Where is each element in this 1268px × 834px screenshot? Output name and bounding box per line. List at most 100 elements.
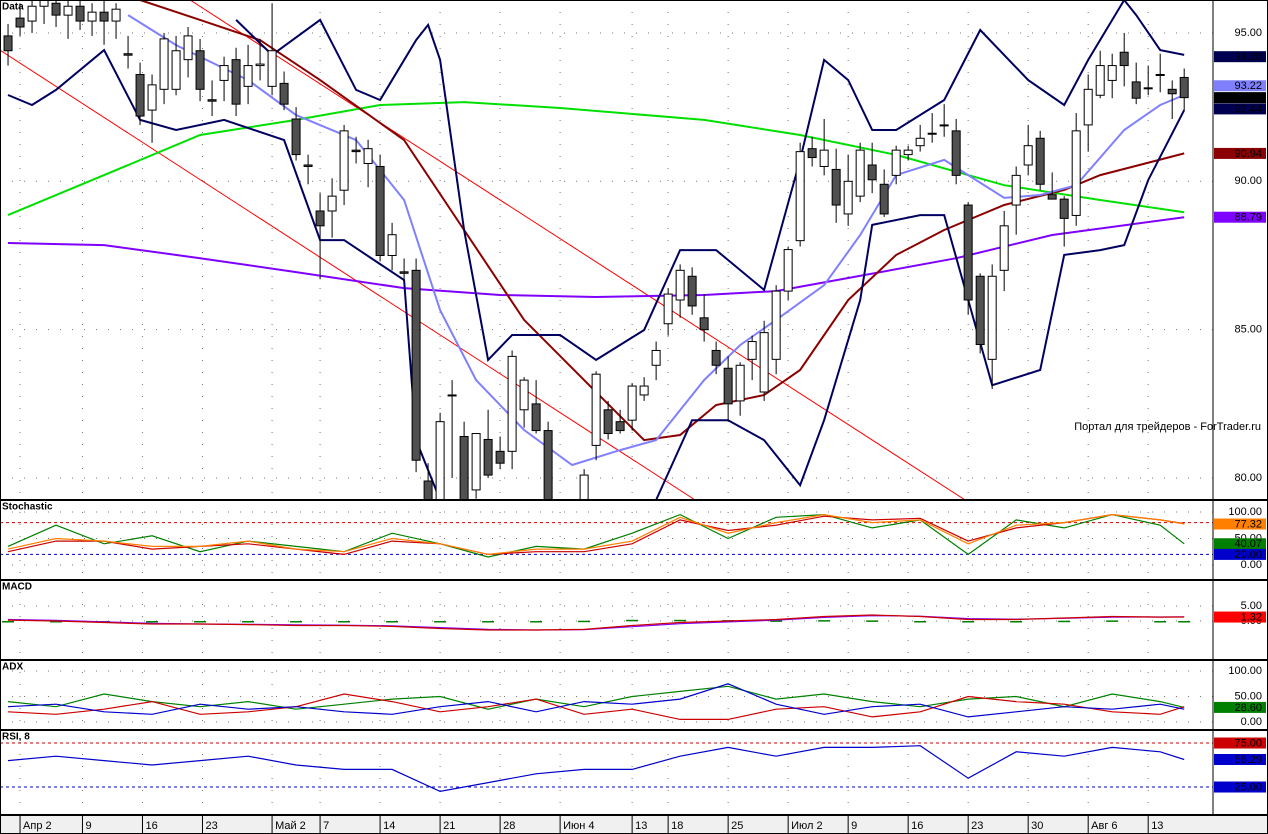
panel	[0, 500, 1213, 580]
candle-body	[759, 332, 769, 393]
candle-body	[1143, 87, 1153, 90]
value-label: 77.32	[1234, 518, 1262, 530]
histogram-bar	[194, 621, 207, 623]
candle-body	[1047, 194, 1057, 200]
candle-body	[1059, 198, 1069, 219]
histogram-bar	[626, 619, 639, 622]
candle-body	[627, 385, 637, 421]
y-tick-label: 0.00	[1241, 559, 1262, 571]
candle-body	[123, 53, 133, 56]
candle-body	[423, 480, 433, 500]
value-label-box	[1214, 51, 1266, 63]
histogram-bar	[386, 621, 399, 623]
y-tick-label: 50.00	[1234, 690, 1262, 702]
value-label-box	[1214, 538, 1266, 550]
indicator-line	[7, 101, 1185, 217]
candle-body	[303, 164, 313, 167]
candle-body	[279, 82, 289, 105]
candle-body	[735, 364, 745, 402]
value-label-box	[1214, 611, 1266, 623]
candle-body	[339, 130, 349, 191]
value-label: 94.20	[1234, 51, 1262, 63]
histogram-bar	[290, 621, 303, 623]
candle-body	[147, 84, 157, 111]
indicator-line	[7, 614, 1185, 631]
histogram-bar	[818, 620, 831, 622]
candle-body	[687, 275, 697, 307]
x-tick-label: Апр 2	[23, 820, 52, 832]
candle-body	[51, 2, 61, 16]
x-tick-label: 7	[323, 820, 329, 832]
candle-body	[519, 379, 529, 411]
trend-line	[189, 0, 966, 500]
indicator-line	[7, 685, 1185, 710]
candle-body	[795, 151, 805, 242]
value-label: 93.22	[1234, 80, 1262, 92]
histogram-bar	[338, 621, 351, 623]
panel-title: RSI, 8	[2, 732, 30, 743]
candle-body	[447, 394, 457, 397]
candle-body	[927, 132, 937, 135]
candle-body	[891, 149, 901, 176]
value-label-box	[1214, 753, 1266, 765]
histogram-bar	[530, 621, 543, 623]
value-label: 25.00	[1234, 781, 1262, 793]
candle-body	[27, 5, 37, 22]
candle-body	[495, 450, 505, 464]
histogram-bar	[1010, 621, 1023, 623]
candle-body	[987, 275, 997, 360]
panel-title: Stochastic	[2, 502, 53, 513]
candle-body	[75, 5, 85, 22]
candle-body	[1071, 130, 1081, 216]
candle-body	[231, 59, 241, 105]
x-tick-label: 16	[145, 820, 157, 832]
candle-body	[699, 317, 709, 331]
value-label-box	[1214, 103, 1266, 115]
candle-body	[963, 204, 973, 301]
candle-body	[867, 164, 877, 181]
histogram-bar	[1106, 620, 1119, 622]
candle-body	[267, 50, 277, 87]
histogram-bar	[2, 621, 15, 623]
candle-body	[471, 433, 481, 491]
value-label: 92.44	[1234, 103, 1262, 115]
candle-body	[675, 269, 685, 301]
panel-frame	[0, 660, 1268, 730]
candle-body	[3, 35, 13, 52]
candle-body	[915, 137, 925, 147]
value-label: 40.07	[1234, 538, 1262, 550]
x-axis	[0, 815, 1268, 834]
x-tick-label: 16	[911, 820, 923, 832]
panel	[0, 580, 1213, 660]
panel-title: ADX	[2, 662, 23, 673]
candle-body	[483, 438, 493, 476]
x-tick-label: 21	[443, 820, 455, 832]
y-tick-label: 80.00	[1234, 472, 1262, 484]
x-tick-label: 14	[383, 820, 395, 832]
y-tick-label: 5.00	[1241, 600, 1262, 612]
candle-body	[183, 35, 193, 61]
value-label-box	[1214, 781, 1266, 793]
candle-body	[459, 435, 469, 500]
candle-body	[1119, 51, 1129, 67]
histogram-bar	[482, 621, 495, 623]
candle-body	[951, 130, 961, 176]
value-label-box	[1214, 701, 1266, 713]
candle-body	[639, 385, 649, 396]
x-tick-label: 13	[635, 820, 647, 832]
candle-body	[243, 65, 253, 87]
indicator-line	[7, 745, 1185, 793]
candle-body	[1167, 88, 1177, 95]
candle-body	[1095, 65, 1105, 96]
candle-body	[807, 148, 817, 159]
x-tick-label: 28	[503, 820, 515, 832]
indicator-line	[7, 513, 1185, 556]
indicator-line	[7, 693, 1185, 720]
candle-body	[903, 149, 913, 156]
indicator-line	[235, 0, 1185, 362]
y-tick-label: 100.00	[1228, 506, 1262, 518]
candle-body	[327, 195, 337, 212]
candle-body	[879, 183, 889, 215]
